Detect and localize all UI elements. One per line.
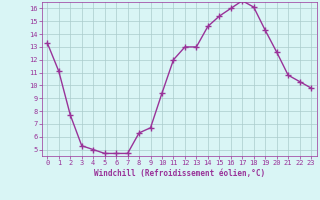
X-axis label: Windchill (Refroidissement éolien,°C): Windchill (Refroidissement éolien,°C) [94,169,265,178]
